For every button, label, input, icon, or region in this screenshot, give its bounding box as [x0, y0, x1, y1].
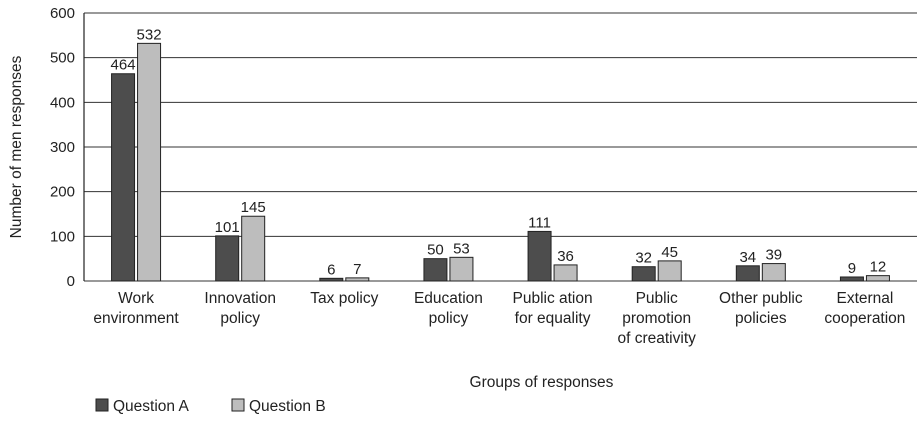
category-labels: Work environment Innovation policy Tax polic…: [93, 290, 905, 347]
x-tick-label: Other public policies: [719, 290, 803, 327]
y-tick-label: 0: [67, 273, 75, 290]
bar: [761, 263, 786, 282]
bar: [553, 264, 578, 282]
bar: [319, 277, 344, 282]
x-tick-label: Education policy: [414, 290, 483, 327]
bar: [839, 276, 864, 282]
data-label: 12: [870, 259, 887, 276]
data-label: 32: [635, 250, 652, 267]
y-tick-label: 400: [50, 94, 75, 111]
bar: [449, 256, 474, 282]
bar: [241, 215, 266, 282]
y-tick-label: 500: [50, 50, 75, 67]
legend-label: Question A: [113, 398, 189, 415]
data-label: 9: [848, 260, 856, 277]
bar: [423, 258, 448, 282]
y-axis-title: Number of men responses: [8, 55, 25, 238]
data-label: 45: [661, 244, 678, 261]
bar: [215, 235, 240, 282]
x-tick-label: Innovation policy: [204, 290, 276, 327]
data-label: 101: [215, 219, 240, 236]
legend-swatch: [95, 398, 109, 412]
bar: [527, 230, 552, 282]
legend-label: Question B: [249, 398, 326, 415]
bar: [735, 265, 760, 282]
data-label: 39: [765, 247, 782, 264]
data-label: 145: [241, 199, 266, 216]
x-axis-title: Groups of responses: [470, 374, 614, 391]
bars: [111, 42, 890, 282]
grid-lines: [84, 12, 917, 282]
x-tick-label: Public promotion of creativity: [617, 290, 696, 347]
x-tick-label: Tax policy: [310, 290, 378, 307]
bar: [865, 275, 890, 282]
bar: [631, 266, 656, 282]
data-label: 6: [327, 261, 335, 278]
data-label: 7: [353, 261, 361, 278]
data-label: 53: [453, 240, 470, 257]
legend-item: Question B: [231, 398, 326, 415]
legend-swatch: [231, 398, 245, 412]
data-label: 532: [137, 26, 162, 43]
data-label: 464: [111, 57, 136, 74]
bar: [657, 260, 682, 282]
y-tick-label: 300: [50, 139, 75, 156]
bar: [111, 73, 136, 282]
legend-item: Question A: [95, 398, 189, 415]
y-tick-label: 200: [50, 184, 75, 201]
x-tick-label: Public ation for equality: [512, 290, 592, 327]
y-tick-label: 100: [50, 228, 75, 245]
bar: [137, 42, 162, 282]
x-tick-label: External cooperation: [824, 290, 905, 327]
data-label: 34: [739, 249, 756, 266]
y-tick-label: 600: [50, 5, 75, 22]
data-label: 36: [557, 248, 574, 265]
legend: Question A Question B: [95, 398, 326, 415]
y-tick-labels: 0 100 200 300 400 500 600: [50, 5, 75, 290]
bar: [345, 277, 370, 282]
x-tick-label: Work environment: [93, 290, 179, 327]
data-label: 50: [427, 242, 444, 259]
data-label: 111: [528, 214, 551, 231]
